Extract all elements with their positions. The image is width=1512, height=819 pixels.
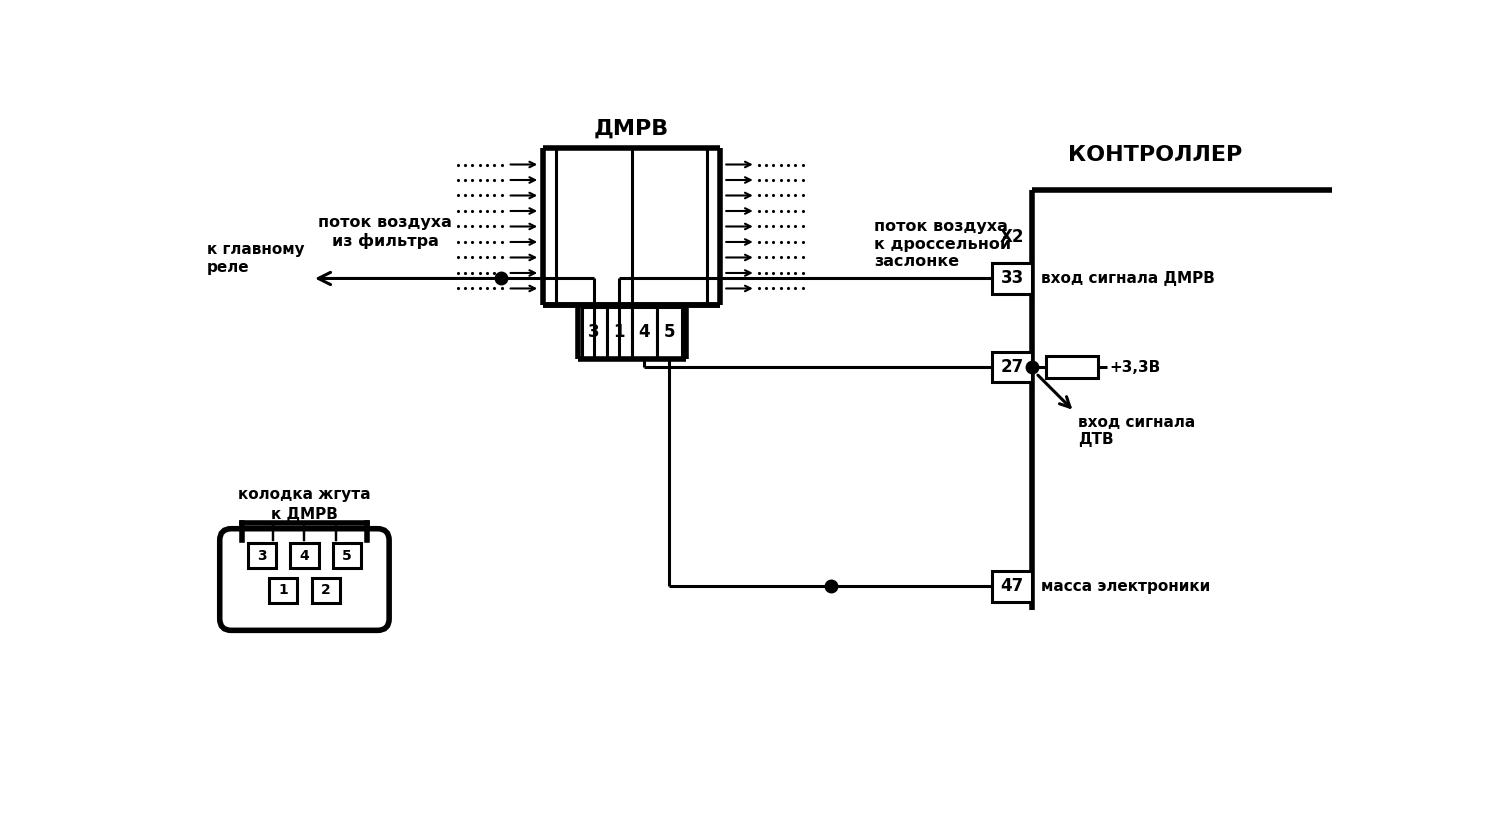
Text: 5: 5 — [342, 549, 352, 563]
Text: 2: 2 — [321, 583, 331, 597]
Text: 4: 4 — [638, 324, 650, 342]
Text: поток воздуха
к дроссельной
заслонке: поток воздуха к дроссельной заслонке — [874, 219, 1012, 269]
Text: поток воздуха
из фильтра: поток воздуха из фильтра — [319, 215, 452, 249]
Text: 5: 5 — [664, 324, 674, 342]
Bar — [656, 307, 682, 358]
Bar — [632, 307, 656, 358]
Bar — [333, 543, 361, 568]
Bar — [582, 307, 606, 358]
Text: ДМРВ: ДМРВ — [594, 118, 670, 138]
Bar — [248, 543, 277, 568]
Text: колодка жгута: колодка жгута — [237, 486, 370, 502]
Text: 47: 47 — [1001, 577, 1024, 595]
Bar — [992, 571, 1033, 602]
Text: к ДМРВ: к ДМРВ — [271, 507, 337, 522]
Text: 3: 3 — [257, 549, 268, 563]
Text: 27: 27 — [1001, 358, 1024, 376]
Text: вход сигнала
ДТВ: вход сигнала ДТВ — [1078, 414, 1196, 447]
Text: 33: 33 — [1001, 269, 1024, 287]
Text: 1: 1 — [614, 324, 624, 342]
Text: 4: 4 — [299, 549, 310, 563]
Bar — [290, 543, 319, 568]
Bar — [992, 263, 1033, 294]
Text: 3: 3 — [588, 324, 600, 342]
Text: вход сигнала ДМРВ: вход сигнала ДМРВ — [1042, 271, 1216, 286]
FancyBboxPatch shape — [219, 529, 389, 631]
Bar — [311, 578, 340, 603]
Text: +3,3В: +3,3В — [1110, 360, 1160, 374]
Text: 1: 1 — [278, 583, 287, 597]
Text: X2: X2 — [999, 229, 1024, 247]
Text: КОНТРОЛЛЕР: КОНТРОЛЛЕР — [1067, 145, 1243, 165]
Bar — [269, 578, 298, 603]
Bar — [1046, 356, 1098, 378]
Bar — [992, 351, 1033, 382]
Text: масса электроники: масса электроники — [1042, 579, 1211, 594]
Text: к главному
реле: к главному реле — [207, 242, 304, 274]
Bar — [606, 307, 632, 358]
